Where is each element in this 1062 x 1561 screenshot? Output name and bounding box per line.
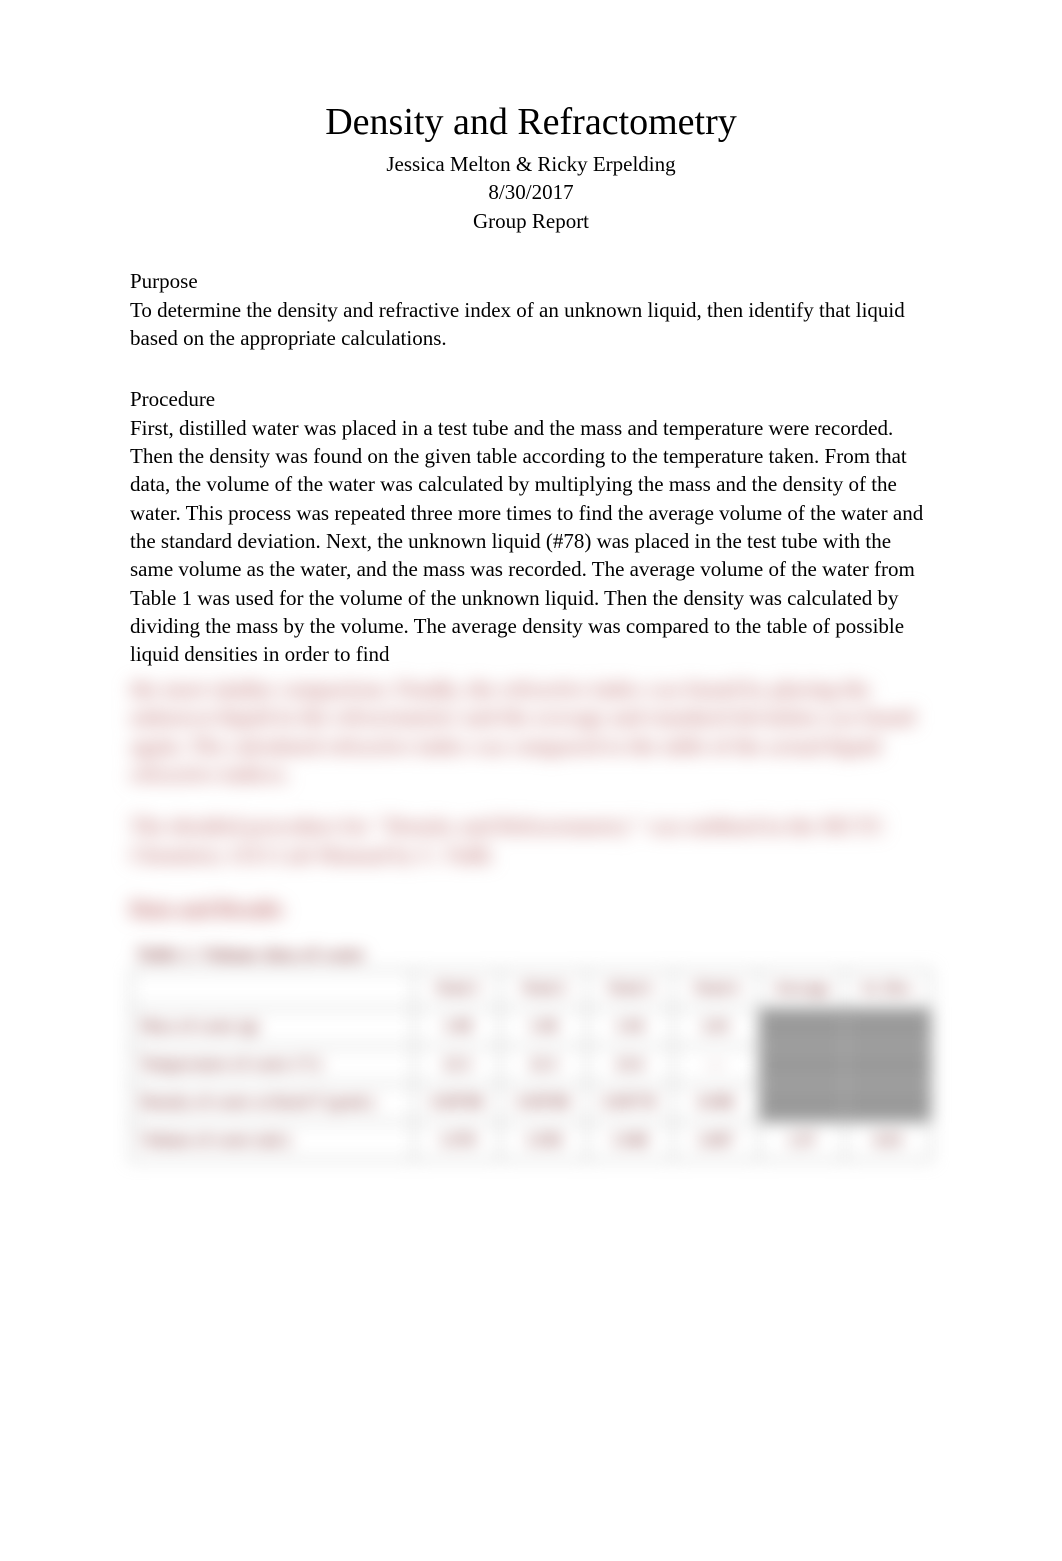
table-row: Density of water at listed T (g/mL) 0.99… <box>131 1084 931 1122</box>
table-row: Temperature of water (°C) 22.5 22.5 22.6… <box>131 1046 931 1084</box>
table-cell-shaded <box>759 1046 845 1084</box>
table-cell: 2.01 <box>673 1008 759 1046</box>
table-cell: 22.6 <box>587 1046 673 1084</box>
table-header-average: Average <box>759 970 845 1008</box>
purpose-heading: Purpose <box>130 269 932 294</box>
procedure-heading: Procedure <box>130 387 932 412</box>
table-row: Volume of water (mL) 1.978 1.958 1.948 2… <box>131 1122 931 1160</box>
document-authors: Jessica Melton & Ricky Erpelding <box>130 150 932 178</box>
blurred-paragraph-1: the most similar comparison. Finally, th… <box>130 675 932 788</box>
table-cell-shaded <box>845 1008 931 1046</box>
table-cell: 22.5 <box>500 1046 586 1084</box>
table-cell: 2.007 <box>673 1122 759 1160</box>
table-cell: 0.99780 <box>500 1084 586 1122</box>
table-cell-shaded <box>845 1084 931 1122</box>
table-cell: 0.99778 <box>587 1084 673 1122</box>
row-label: Volume of water (mL) <box>131 1122 414 1160</box>
purpose-body: To determine the density and refractive … <box>130 296 932 353</box>
table-header-trial2: Trial 2 <box>500 970 586 1008</box>
table-cell: 1.978 <box>414 1122 500 1160</box>
row-label: Mass of water (g) <box>131 1008 414 1046</box>
table-cell: 1.94 <box>587 1008 673 1046</box>
table-cell: 1.98 <box>414 1008 500 1046</box>
blurred-content: the most similar comparison. Finally, th… <box>130 675 932 922</box>
table-cell-shaded <box>845 1046 931 1084</box>
table-cell: 0.998 <box>673 1084 759 1122</box>
table-cell: 0.99780 <box>414 1084 500 1122</box>
table-header-row: Trial 1 Trial 2 Trial 3 Trial 4 Average … <box>131 970 931 1008</box>
table-1-caption: Table 1. Volume data of water <box>130 944 932 965</box>
table-body: Mass of water (g) 1.98 1.96 1.94 2.01 Te… <box>131 1008 931 1160</box>
document-title: Density and Refractometry <box>130 100 932 144</box>
row-label: Density of water at listed T (g/mL) <box>131 1084 414 1122</box>
data-results-heading: Data and Results <box>130 897 932 922</box>
blurred-paragraph-2: The detailed procedure for "Density and … <box>130 812 932 869</box>
document-report-type: Group Report <box>130 207 932 235</box>
document-date: 8/30/2017 <box>130 178 932 206</box>
table-1-wrap: Table 1. Volume data of water Trial 1 Tr… <box>130 944 932 1161</box>
document-page: Density and Refractometry Jessica Melton… <box>0 0 1062 1561</box>
table-cell: 1.948 <box>587 1122 673 1160</box>
row-label: Temperature of water (°C) <box>131 1046 414 1084</box>
table-header-blank <box>131 970 414 1008</box>
table-header-trial4: Trial 4 <box>673 970 759 1008</box>
table-row: Mass of water (g) 1.98 1.96 1.94 2.01 <box>131 1008 931 1046</box>
table-header-stdev: St. Dev. <box>845 970 931 1008</box>
table-cell: 0.03 <box>845 1122 931 1160</box>
table-header-trial3: Trial 3 <box>587 970 673 1008</box>
table-cell-shaded <box>759 1084 845 1122</box>
table-cell: 1.958 <box>500 1122 586 1160</box>
table-cell-shaded <box>759 1008 845 1046</box>
table-cell: — <box>673 1046 759 1084</box>
table-header-trial1: Trial 1 <box>414 970 500 1008</box>
table-cell: 1.97 <box>759 1122 845 1160</box>
table-cell: 22.5 <box>414 1046 500 1084</box>
table-1: Trial 1 Trial 2 Trial 3 Trial 4 Average … <box>130 969 932 1161</box>
table-cell: 1.96 <box>500 1008 586 1046</box>
procedure-body: First, distilled water was placed in a t… <box>130 414 932 669</box>
